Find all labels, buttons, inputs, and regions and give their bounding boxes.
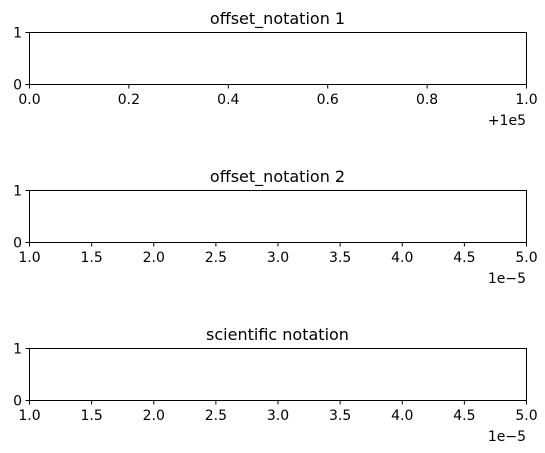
x-tick-label: 5.0	[515, 250, 537, 266]
subplot-title: scientific notation	[206, 325, 349, 344]
x-tick-label: 4.0	[391, 250, 413, 266]
y-tick-label: 0	[13, 394, 22, 410]
x-tick-label: 3.5	[329, 408, 351, 424]
y-tick-label: 0	[13, 78, 22, 94]
x-offset-text: 1e−5	[488, 271, 526, 287]
y-tick-label: 0	[13, 236, 22, 252]
x-tick-label: 3.0	[267, 250, 289, 266]
subplot-2: offset_notation 2 1.0 1.5 2.0 2.5 3.0 3.5 4.0 4.…	[13, 167, 538, 287]
x-tick-label: 2.5	[205, 408, 227, 424]
x-tick-label: 3.5	[329, 250, 351, 266]
subplot-title: offset_notation 2	[210, 167, 345, 187]
x-tick-label: 0.6	[317, 92, 339, 108]
subplot-3: scientific notation 1.0 1.5 2.0 2.5 3.0 3.5 4.0…	[13, 325, 538, 445]
x-tick-label: 4.0	[391, 408, 413, 424]
y-tick-label: 1	[13, 342, 22, 358]
x-offset-text: +1e5	[488, 113, 526, 129]
subplot-title: offset_notation 1	[210, 9, 345, 29]
y-tick-label: 1	[13, 26, 22, 42]
x-tick-label: 0.2	[118, 92, 140, 108]
x-tick-label: 1.0	[515, 92, 537, 108]
x-tick-label: 0.4	[217, 92, 239, 108]
x-tick-label: 2.5	[205, 250, 227, 266]
x-tick-label: 4.5	[453, 250, 475, 266]
y-tick-label: 1	[13, 184, 22, 200]
x-tick-label: 2.0	[143, 408, 165, 424]
x-tick-label: 1.5	[80, 408, 102, 424]
x-tick-label: 1.5	[80, 250, 102, 266]
subplot-1: offset_notation 1 0.0 0.2 0.4 0.6 0.8 1.0 0 1 +1e…	[13, 9, 538, 129]
x-tick-label: 0.0	[18, 92, 40, 108]
x-tick-label: 1.0	[18, 250, 40, 266]
x-offset-text: 1e−5	[488, 429, 526, 445]
axes-frame	[29, 348, 527, 401]
axes-frame	[29, 190, 527, 243]
x-tick-label: 2.0	[143, 250, 165, 266]
x-tick-label: 4.5	[453, 408, 475, 424]
axes-frame	[29, 32, 527, 85]
x-tick-label: 3.0	[267, 408, 289, 424]
x-tick-label: 0.8	[416, 92, 438, 108]
x-tick-label: 5.0	[515, 408, 537, 424]
x-tick-label: 1.0	[18, 408, 40, 424]
